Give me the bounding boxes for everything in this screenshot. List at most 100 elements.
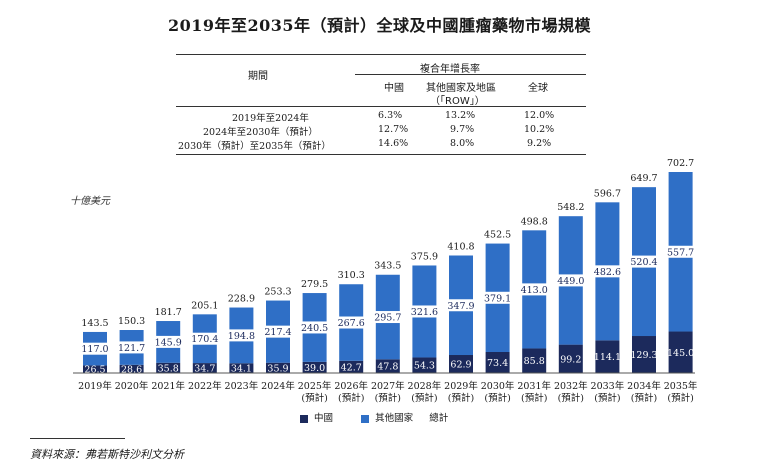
table-row-row: 13.2% bbox=[445, 110, 476, 121]
col-row-header: 其他國家及地區 bbox=[426, 83, 496, 94]
data-label-row: 240.5 bbox=[301, 323, 328, 334]
data-label-row: 413.0 bbox=[521, 285, 548, 296]
data-label-row-bg bbox=[664, 245, 697, 258]
data-label-total: 150.3 bbox=[118, 316, 145, 327]
data-label-total: 702.7 bbox=[667, 158, 694, 169]
bar-china bbox=[558, 344, 583, 373]
data-label-china: 145.0 bbox=[667, 348, 694, 359]
x-tick-sublabel: (預計) bbox=[338, 392, 364, 404]
data-label-china: 34.1 bbox=[231, 364, 252, 375]
x-tick-sublabel: (預計) bbox=[521, 392, 547, 404]
data-label-row: 117.0 bbox=[81, 344, 108, 355]
data-label-china: 129.3 bbox=[630, 350, 657, 361]
x-tick-sublabel: (預計) bbox=[448, 392, 474, 404]
stacked-bar-chart: 26.5 117.0 143.5 2019年 28.6 121.7 150.3 2020年 35… bbox=[73, 158, 698, 404]
bar-china bbox=[522, 348, 547, 373]
x-tick-sublabel: (預計) bbox=[594, 392, 620, 404]
data-label-row-bg bbox=[188, 332, 221, 345]
bar-china bbox=[229, 363, 254, 373]
x-tick-label: 2029年 bbox=[444, 380, 478, 392]
bar-china bbox=[266, 362, 290, 373]
data-label-row-bg bbox=[371, 311, 404, 324]
data-label-total: 410.8 bbox=[447, 241, 474, 252]
data-label-row: 170.4 bbox=[191, 334, 218, 345]
data-label-row: 449.0 bbox=[557, 276, 584, 287]
data-label-row-bg bbox=[79, 342, 111, 355]
col-row-header-sub: （「ROW」） bbox=[430, 96, 485, 107]
bar-china bbox=[595, 340, 620, 373]
data-label-china: 26.5 bbox=[84, 365, 105, 376]
data-label-china: 35.9 bbox=[267, 363, 288, 374]
x-tick-label: 2034年 bbox=[627, 380, 661, 392]
x-tick-sublabel: (預計) bbox=[558, 392, 584, 404]
data-label-total: 452.5 bbox=[484, 230, 511, 241]
x-tick-label: 2033年 bbox=[591, 380, 625, 392]
bar-china bbox=[412, 357, 437, 373]
table-row-period: 2030年（預計）至2035年（預計） bbox=[178, 141, 331, 152]
data-label-china: 42.7 bbox=[341, 362, 362, 373]
data-label-row: 321.6 bbox=[411, 307, 438, 318]
period-header: 期間 bbox=[248, 71, 268, 82]
x-tick-label: 2035年 bbox=[664, 380, 698, 392]
x-tick-sublabel: (預計) bbox=[484, 392, 510, 404]
data-label-row: 217.4 bbox=[264, 327, 291, 338]
data-label-china: 54.3 bbox=[414, 361, 435, 372]
data-label-row-bg bbox=[628, 255, 660, 268]
x-tick-sublabel: (預計) bbox=[375, 392, 401, 404]
bar-china bbox=[83, 365, 107, 373]
col-china-header: 中國 bbox=[384, 83, 404, 94]
x-tick-label: 2021年 bbox=[151, 380, 185, 392]
x-tick-label: 2028年 bbox=[408, 380, 442, 392]
data-label-china: 34.7 bbox=[194, 364, 215, 375]
data-label-row: 194.8 bbox=[228, 331, 255, 342]
legend-label-total: 總計 bbox=[429, 413, 449, 424]
data-label-china: 99.2 bbox=[560, 354, 581, 365]
x-tick-sublabel: (預計) bbox=[301, 392, 327, 404]
data-label-row: 121.7 bbox=[118, 343, 145, 354]
data-label-total: 205.1 bbox=[191, 300, 218, 311]
table-header-rule bbox=[176, 106, 586, 107]
table-row-china: 12.7% bbox=[378, 124, 409, 135]
x-tick-sublabel: (預計) bbox=[631, 392, 657, 404]
cagr-header: 複合年增長率 bbox=[420, 64, 480, 75]
x-tick-label: 2022年 bbox=[188, 380, 222, 392]
x-tick-label: 2026年 bbox=[334, 380, 368, 392]
x-tick-label: 2020年 bbox=[115, 380, 149, 392]
bar-china bbox=[632, 336, 656, 373]
cagr-header-rule bbox=[355, 74, 586, 75]
x-tick-label: 2031年 bbox=[517, 380, 551, 392]
legend-label-china: 中國 bbox=[314, 413, 334, 424]
data-label-row: 295.7 bbox=[374, 313, 401, 324]
x-tick-sublabel: (預計) bbox=[411, 392, 437, 404]
x-tick-label: 2019年 bbox=[78, 380, 112, 392]
data-label-row-bg bbox=[298, 321, 331, 334]
data-label-row-bg bbox=[445, 299, 477, 312]
x-tick-label: 2027年 bbox=[371, 380, 405, 392]
table-row-row: 8.0% bbox=[450, 138, 475, 149]
data-label-row-bg bbox=[408, 305, 441, 318]
data-label-row: 145.9 bbox=[155, 337, 182, 348]
bar-china bbox=[119, 364, 144, 373]
x-tick-sublabel: (預計) bbox=[667, 392, 693, 404]
table-row-global: 12.0% bbox=[524, 110, 555, 121]
data-label-china: 114.1 bbox=[594, 352, 621, 363]
data-label-row-bg bbox=[481, 291, 514, 304]
data-label-china: 35.8 bbox=[158, 363, 179, 374]
data-label-total: 181.7 bbox=[155, 307, 182, 318]
col-global-header: 全球 bbox=[528, 83, 548, 94]
bar-china bbox=[485, 352, 510, 373]
data-label-row-bg bbox=[262, 325, 294, 338]
data-label-total: 548.2 bbox=[557, 202, 584, 213]
data-label-row: 520.4 bbox=[630, 257, 657, 268]
data-label-row-bg bbox=[152, 335, 185, 348]
data-label-total: 279.5 bbox=[301, 279, 328, 290]
data-label-china: 73.4 bbox=[487, 358, 508, 369]
data-label-row: 347.9 bbox=[447, 301, 474, 312]
data-label-row-bg bbox=[115, 341, 148, 354]
table-bottom-rule bbox=[176, 154, 586, 155]
data-label-total: 649.7 bbox=[630, 173, 657, 184]
data-label-row: 482.6 bbox=[594, 267, 621, 278]
table-row-china: 14.6% bbox=[378, 138, 409, 149]
table-row-row: 9.7% bbox=[450, 124, 475, 135]
bar-china bbox=[339, 360, 364, 373]
